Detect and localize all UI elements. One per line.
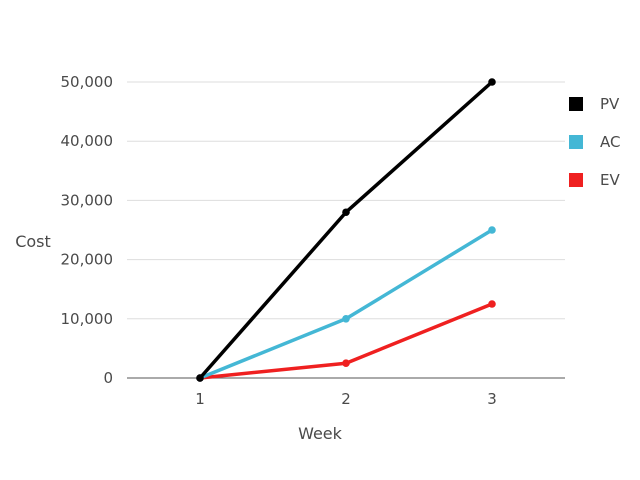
legend-item-ac[interactable]: AC	[569, 133, 620, 151]
legend: PV AC EV	[569, 95, 620, 189]
series-layer	[196, 78, 496, 382]
y-axis-title: Cost	[15, 232, 51, 251]
series-line-ac	[198, 228, 494, 380]
data-point-pv	[196, 374, 204, 382]
data-point-ev	[488, 300, 496, 308]
data-point-ac	[342, 315, 350, 323]
legend-swatch	[569, 135, 583, 149]
y-tick-label: 10,000	[61, 310, 114, 328]
series-ac	[196, 226, 496, 382]
axes: 0 10,000 20,000 30,000 40,000 50,000 1 2 3	[61, 73, 565, 408]
legend-label: EV	[600, 171, 620, 189]
x-tick-label: 1	[195, 390, 205, 408]
data-point-ev	[342, 359, 350, 368]
y-tick-label: 0	[103, 369, 113, 387]
series-pv	[196, 78, 496, 382]
x-tick-label: 3	[487, 390, 497, 408]
data-point-ac	[488, 226, 496, 234]
data-point-pv	[488, 78, 496, 86]
x-axis-title: Week	[298, 424, 343, 443]
y-tick-label: 40,000	[61, 132, 114, 150]
legend-swatch	[569, 97, 583, 111]
legend-label: PV	[600, 95, 620, 113]
legend-item-pv[interactable]: PV	[569, 95, 620, 113]
legend-swatch	[569, 173, 583, 187]
legend-label: AC	[600, 133, 620, 151]
series-ev	[196, 300, 496, 382]
grid-lines	[127, 81, 565, 320]
data-point-pv	[342, 208, 350, 217]
x-tick-label: 2	[341, 390, 351, 408]
legend-item-ev[interactable]: EV	[569, 171, 620, 189]
y-tick-label: 20,000	[61, 251, 114, 269]
y-tick-label: 30,000	[61, 191, 114, 209]
series-line-pv	[198, 80, 494, 380]
y-tick-label: 50,000	[61, 73, 114, 91]
